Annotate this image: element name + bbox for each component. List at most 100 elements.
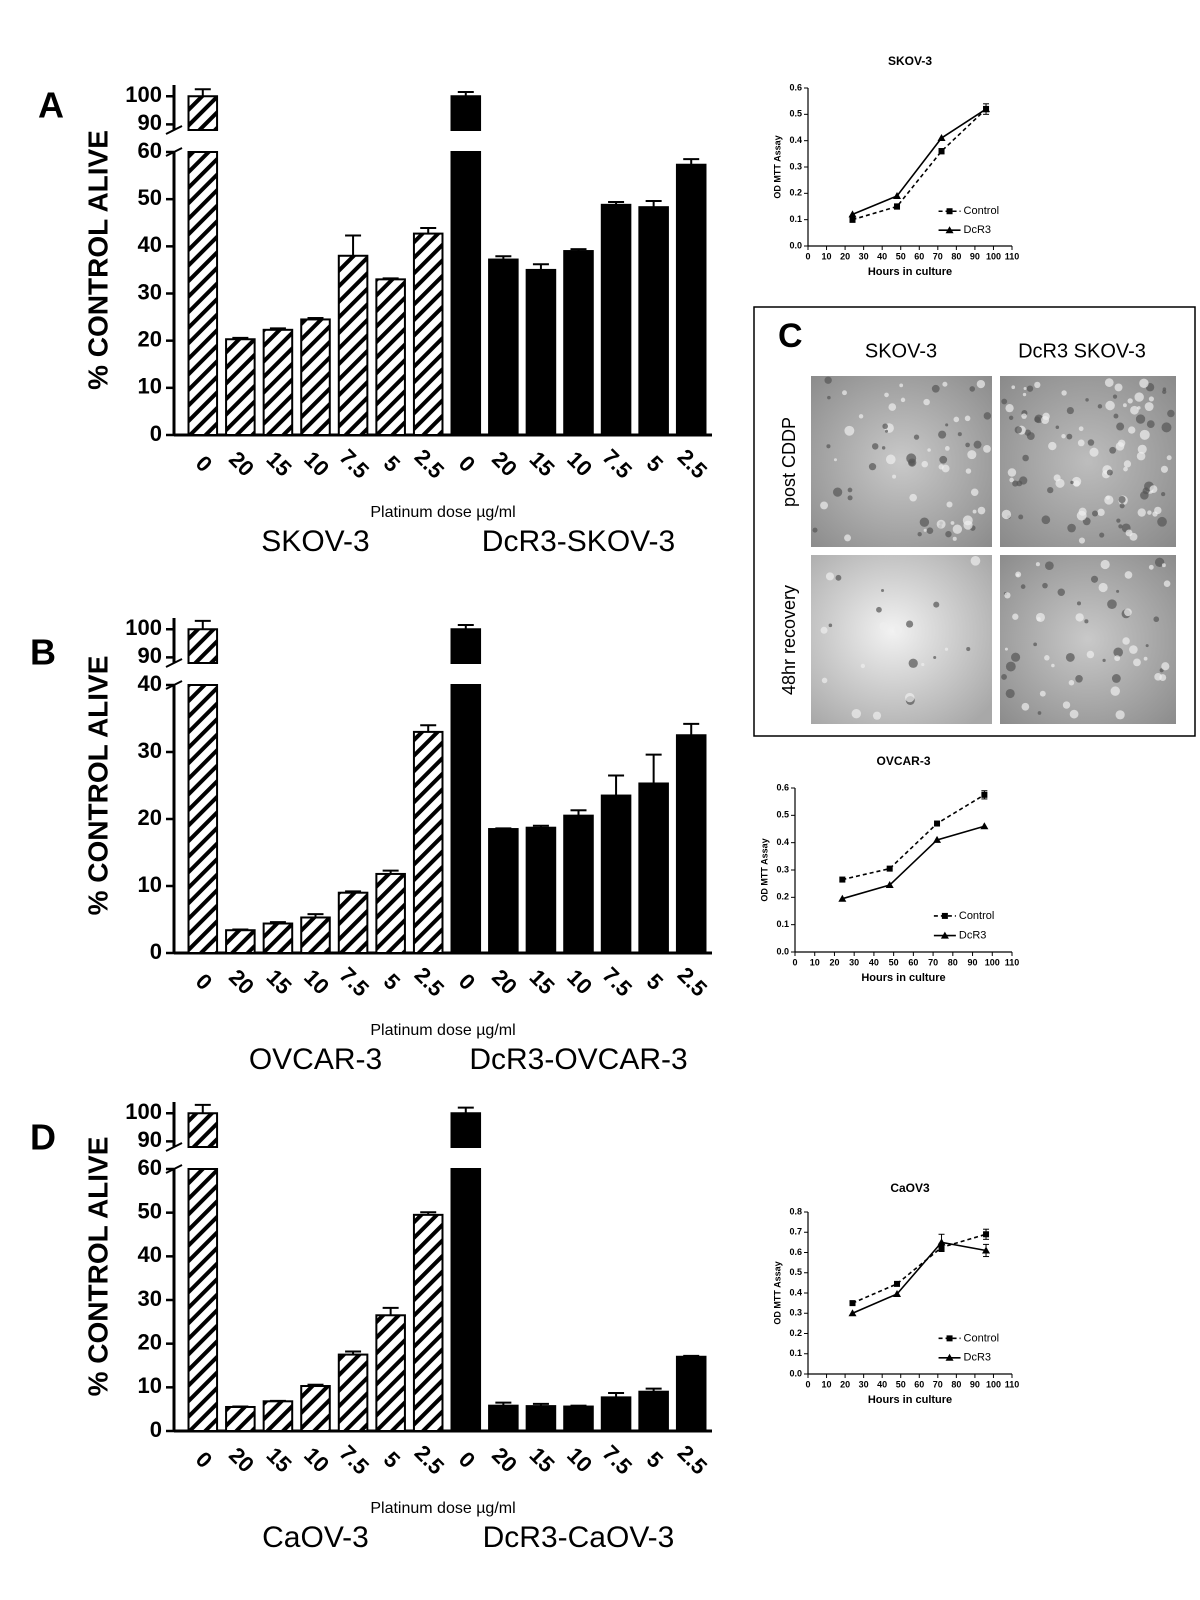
bar (187, 684, 219, 954)
x-tick-label: 2.5 (673, 962, 712, 1001)
x-tick-label: 10 (299, 446, 334, 481)
cell (1090, 575, 1099, 583)
bar (187, 628, 219, 664)
cell (1012, 613, 1019, 620)
bar (300, 318, 331, 437)
cell (1147, 510, 1152, 515)
y-tick-label: 0.5 (789, 1267, 802, 1277)
group-label: DcR3-CaOV-3 (483, 1521, 675, 1554)
x-tick-label: 5 (379, 1447, 405, 1473)
cell (1045, 561, 1054, 571)
cell (923, 398, 930, 406)
cell (1068, 679, 1075, 686)
cell (1099, 532, 1105, 538)
x-axis-label: Hours in culture (868, 1394, 952, 1406)
x-tick-label: 15 (262, 964, 297, 999)
bar (375, 1314, 406, 1432)
axis-break (165, 125, 183, 135)
cell (1026, 385, 1034, 392)
y-axis-label: % CONTROL ALIVE (82, 130, 113, 390)
point (981, 791, 988, 798)
x-tick-label: 20 (840, 1379, 850, 1389)
bar (450, 1168, 482, 1432)
cell (842, 390, 847, 396)
y-axis-label: % CONTROL ALIVE (82, 656, 113, 916)
group-label: DcR3-SKOV-3 (482, 525, 675, 558)
cell (1066, 407, 1074, 415)
cell (832, 487, 843, 497)
bar (450, 151, 482, 436)
cell (1157, 516, 1167, 527)
x-tick-label: 30 (859, 1379, 869, 1389)
cell (983, 412, 992, 420)
cell (1113, 647, 1123, 658)
y-tick-label: 20 (138, 326, 162, 351)
cell (1127, 398, 1133, 404)
y-tick-label: 0.5 (789, 109, 802, 119)
cell (1113, 413, 1119, 419)
panel-letter: D (30, 1117, 56, 1158)
column-label: SKOV-3 (865, 340, 937, 362)
cell (1051, 663, 1055, 668)
cell (970, 555, 981, 566)
cell (881, 446, 886, 450)
cell (1146, 420, 1155, 429)
cells (812, 376, 1175, 720)
cell (905, 692, 915, 703)
point (933, 835, 942, 843)
bar (563, 814, 594, 955)
y-tick-label: 100 (125, 82, 162, 107)
cell (1022, 392, 1027, 397)
bar (225, 1405, 256, 1432)
cell (1078, 426, 1084, 432)
cell (921, 460, 929, 468)
y-tick-label: 0.2 (789, 1328, 802, 1338)
x-tick-label: 7.5 (598, 962, 637, 1001)
row-label: 48hr recovery (779, 585, 799, 695)
x-tick-label: 7.5 (335, 1440, 374, 1479)
cell (1152, 511, 1158, 517)
bar (300, 916, 331, 954)
chart-title: OVCAR-3 (876, 754, 930, 768)
cell (1048, 441, 1057, 451)
bar (187, 1168, 219, 1432)
micrograph (1000, 555, 1176, 724)
cell (1041, 515, 1051, 525)
cell (1086, 650, 1095, 659)
cell (900, 397, 906, 403)
cell (906, 453, 917, 464)
cell (939, 455, 948, 464)
point (937, 1238, 946, 1246)
x-tick-label: 100 (986, 1379, 1001, 1389)
y-tick-label: 0 (150, 421, 162, 446)
chart-title: CaOV3 (890, 1181, 930, 1195)
cell (941, 464, 950, 473)
cell (926, 527, 934, 534)
cell (1035, 562, 1040, 567)
point (982, 105, 991, 113)
cell (1019, 476, 1028, 485)
y-tick-label: 0.8 (789, 1206, 802, 1216)
cell (1085, 398, 1089, 402)
line (842, 825, 985, 900)
cell (1065, 652, 1075, 662)
bar (488, 1404, 519, 1433)
cell (1015, 571, 1022, 578)
x-tick-label: 5 (642, 1447, 668, 1473)
cell (860, 663, 866, 669)
cell (1097, 404, 1103, 409)
x-tick-label: 0 (805, 1379, 810, 1389)
cell (906, 620, 914, 628)
point (938, 148, 945, 155)
group-label: OVCAR-3 (249, 1043, 382, 1076)
cell (833, 458, 837, 462)
bar (300, 1385, 331, 1432)
cell (1075, 613, 1084, 622)
cell (1134, 392, 1144, 402)
cell (976, 379, 986, 389)
cell (1106, 469, 1113, 476)
x-tick-label: 20 (487, 1442, 522, 1477)
x-tick-label: 110 (1005, 1379, 1020, 1389)
bar (187, 1112, 219, 1148)
